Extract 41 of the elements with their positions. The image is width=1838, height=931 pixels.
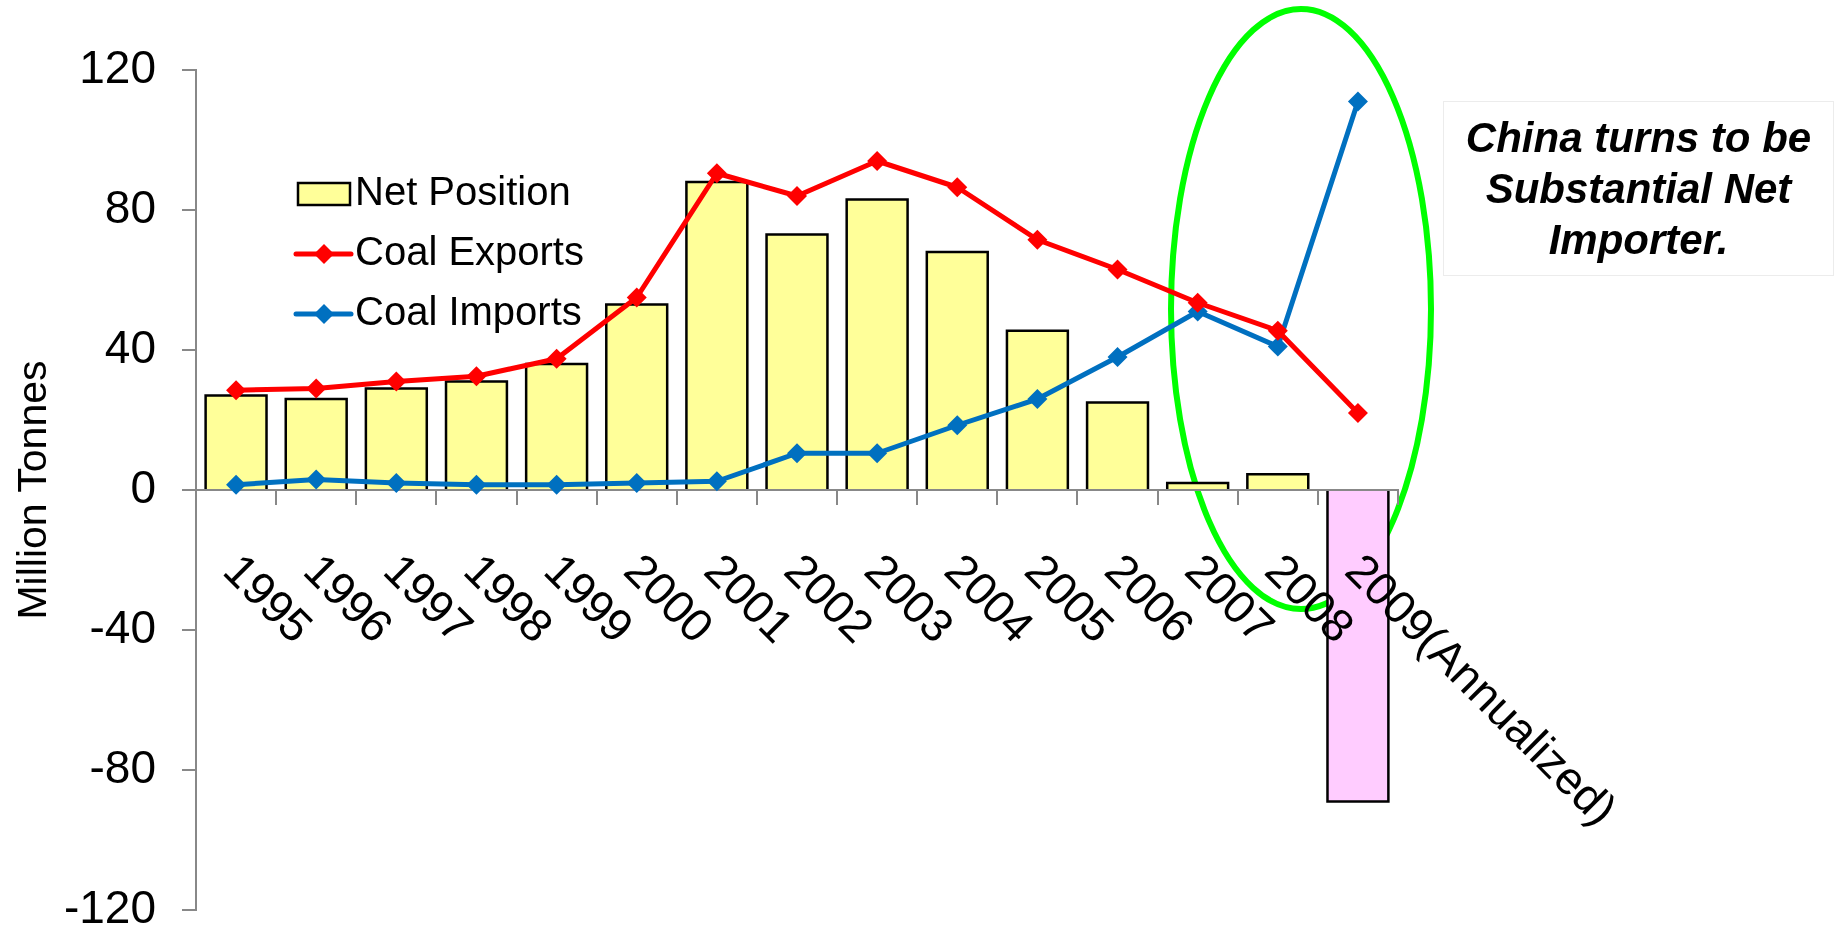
point (867, 151, 888, 171)
point (787, 186, 807, 206)
point (1267, 320, 1288, 341)
y-tick-label: -120 (63, 880, 156, 931)
point (1347, 91, 1368, 112)
point (867, 443, 888, 464)
y-tick-label: 120 (79, 40, 156, 93)
point (1027, 229, 1048, 250)
y-tick-label: 80 (104, 180, 156, 233)
point (226, 474, 247, 495)
point (1267, 336, 1288, 357)
point (947, 177, 968, 198)
point (386, 371, 407, 392)
point (947, 415, 968, 436)
point (546, 348, 567, 369)
legend-label: Coal Imports (355, 289, 582, 334)
y-tick-label: 40 (104, 320, 156, 373)
point (1107, 347, 1128, 367)
point (626, 287, 647, 308)
legend-label: Net Position (355, 169, 571, 214)
point (1187, 292, 1208, 313)
point (306, 378, 327, 399)
point (546, 474, 567, 495)
point (306, 469, 327, 490)
point (1107, 259, 1128, 280)
y-axis-title: Million Tonnes (8, 360, 55, 620)
point (787, 443, 807, 464)
point (466, 474, 487, 495)
point (626, 473, 647, 493)
point (706, 471, 727, 492)
y-tick-label: -40 (89, 600, 156, 653)
point (386, 473, 407, 493)
y-tick-label: 0 (130, 460, 156, 513)
point (226, 380, 247, 401)
legend-label: Coal Exports (355, 229, 584, 274)
text: China turns to be Substantial Net Importer. (1443, 101, 1834, 276)
point (1027, 389, 1048, 409)
point (706, 163, 727, 184)
y-tick-label: -80 (89, 740, 156, 793)
point (466, 366, 487, 387)
point (1347, 403, 1368, 423)
